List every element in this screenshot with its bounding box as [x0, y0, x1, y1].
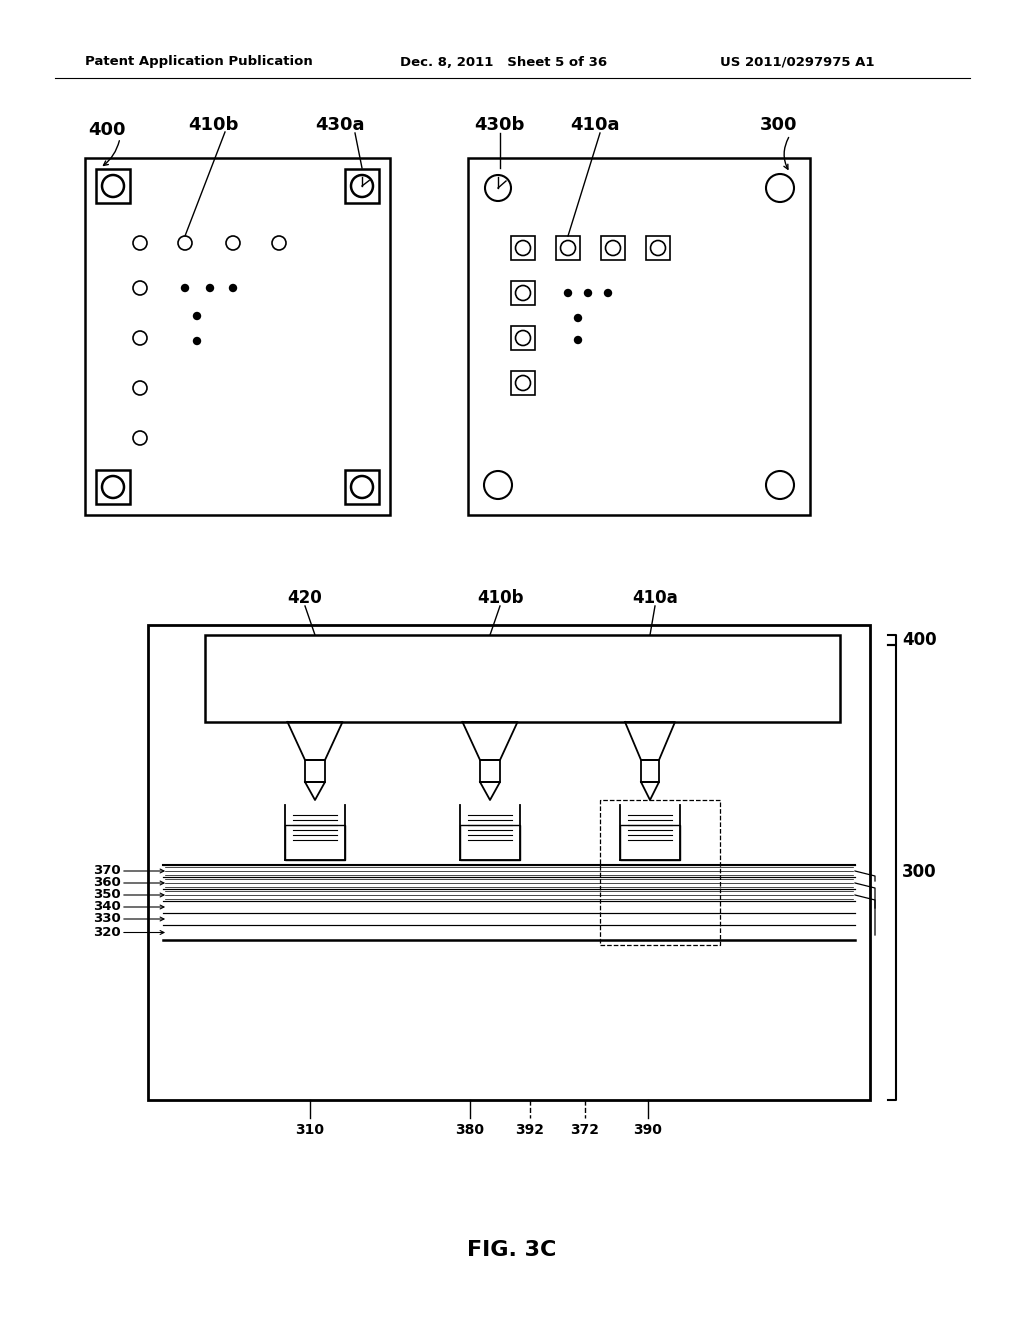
Text: 360: 360 [93, 876, 121, 890]
Bar [646, 236, 670, 260]
Bar [96, 169, 130, 203]
Text: 430b: 430b [474, 116, 524, 135]
Text: 410b: 410b [188, 116, 239, 135]
Text: 392: 392 [515, 1123, 545, 1137]
Text: 390: 390 [634, 1123, 663, 1137]
Bar [345, 470, 379, 504]
Circle shape [604, 289, 611, 297]
Text: 310: 310 [296, 1123, 325, 1137]
Circle shape [229, 285, 237, 292]
Text: FIG. 3C: FIG. 3C [467, 1239, 557, 1261]
Bar [205, 635, 840, 722]
Text: 380: 380 [456, 1123, 484, 1137]
Text: 340: 340 [93, 900, 121, 913]
Text: 320: 320 [93, 927, 121, 939]
Circle shape [574, 314, 582, 322]
Bar [148, 624, 870, 1100]
Text: 300: 300 [760, 116, 798, 135]
Bar [511, 371, 535, 395]
Bar [620, 825, 680, 861]
Bar [285, 825, 345, 861]
Circle shape [194, 338, 201, 345]
Text: 370: 370 [93, 865, 121, 878]
Circle shape [574, 337, 582, 343]
Circle shape [207, 285, 213, 292]
Bar [600, 800, 720, 945]
Circle shape [564, 289, 571, 297]
Bar [511, 326, 535, 350]
Text: 410a: 410a [570, 116, 620, 135]
Text: Patent Application Publication: Patent Application Publication [85, 55, 312, 69]
Bar [85, 158, 390, 515]
Circle shape [194, 313, 201, 319]
Bar [305, 760, 325, 781]
Bar [96, 470, 130, 504]
Text: 330: 330 [93, 912, 121, 925]
Bar [511, 236, 535, 260]
Text: US 2011/0297975 A1: US 2011/0297975 A1 [720, 55, 874, 69]
Text: 410b: 410b [477, 589, 523, 607]
Text: 400: 400 [88, 121, 126, 139]
Circle shape [585, 289, 592, 297]
Bar [511, 281, 535, 305]
Text: 300: 300 [902, 863, 937, 880]
Text: 420: 420 [288, 589, 323, 607]
Text: 410a: 410a [632, 589, 678, 607]
Bar [641, 760, 659, 781]
Text: 350: 350 [93, 888, 121, 902]
Bar [601, 236, 625, 260]
Bar [468, 158, 810, 515]
Text: Dec. 8, 2011   Sheet 5 of 36: Dec. 8, 2011 Sheet 5 of 36 [400, 55, 607, 69]
Bar [460, 825, 520, 861]
Bar [480, 760, 500, 781]
Circle shape [181, 285, 188, 292]
Text: 430a: 430a [315, 116, 365, 135]
Text: 372: 372 [570, 1123, 599, 1137]
Bar [556, 236, 580, 260]
Text: 400: 400 [902, 631, 937, 649]
Bar [345, 169, 379, 203]
